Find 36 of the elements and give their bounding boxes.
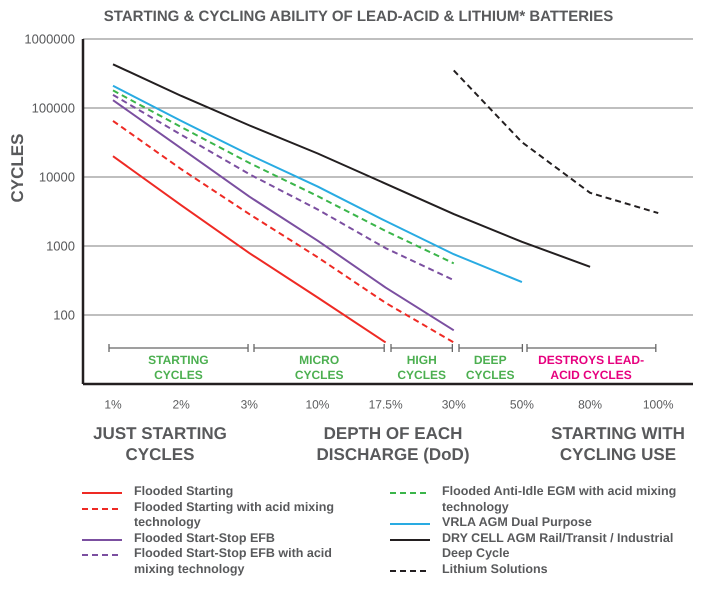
y-tick-label: 10000 — [38, 170, 75, 185]
x-tick-label: 2% — [172, 398, 190, 412]
legend-label: DRY CELL AGM Rail/Transit / Industrial Deep Cycle — [442, 530, 674, 562]
text: JUST STARTING CYCLES — [92, 423, 228, 465]
legend-label: Flooded Start-Stop EFB with acid mixing technology — [134, 546, 333, 577]
annotation: STARTING CYCLES — [147, 353, 210, 383]
y-tick-label: 100000 — [32, 100, 75, 116]
x-tick-label: 80% — [578, 398, 602, 412]
y-tick-label: 100 — [53, 308, 75, 323]
legend-label: Flooded Starting — [134, 484, 234, 500]
legend-label: VRLA AGM Dual Purpose — [442, 515, 593, 530]
annotation: DESTROYS LEAD-ACID CYCLES — [537, 353, 646, 383]
x-tick-label: 30% — [442, 398, 466, 412]
x-tick-label: 3% — [240, 398, 258, 412]
line-series — [112, 84, 523, 284]
legend-label: Flooded Start-Stop EFB — [134, 530, 276, 546]
x-tick-label: 10% — [305, 398, 330, 412]
annotation: HIGH CYCLES — [396, 353, 447, 383]
legend-label: Lithium Solutions — [442, 562, 549, 577]
line-series — [452, 69, 660, 214]
x-axis-title: DEPTH OF EACH DISCHARGE (DoD) — [316, 423, 470, 465]
y-tick-label: 1000 — [46, 238, 75, 254]
x-tick-label: 17.5% — [368, 398, 403, 412]
legend-label: Flooded Starting with acid mixing technology — [134, 500, 336, 530]
y-axis-title: CYCLES — [8, 132, 28, 204]
x-tick-label: 50% — [510, 398, 534, 412]
line-series — [112, 155, 387, 344]
y-tick-label: 1000000 — [24, 32, 75, 47]
x-tick-label: 100% — [642, 398, 674, 412]
chart-title: STARTING & CYCLING ABILITY OF LEAD-ACID & LITHIUM* BATTERIES — [102, 8, 614, 26]
x-tick-label: 1% — [104, 398, 122, 412]
annotation: MICRO CYCLES — [294, 353, 344, 383]
text: STARTING WITH CYCLING USE — [550, 423, 686, 465]
legend-label: Flooded Anti-Idle EGM with acid mixing technology — [442, 484, 677, 515]
annotation: DEEP CYCLES — [464, 353, 516, 383]
line-series — [112, 63, 592, 268]
